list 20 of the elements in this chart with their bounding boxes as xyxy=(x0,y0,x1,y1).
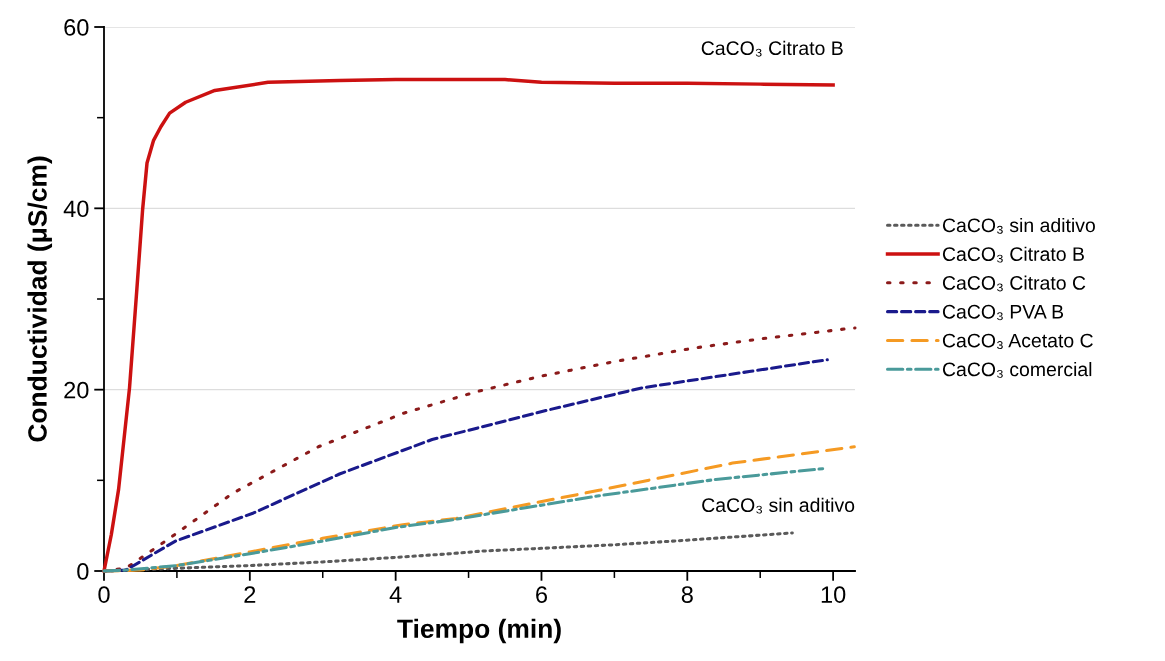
y-axis-title: Conductividad (μS/cm) xyxy=(27,156,53,442)
x-axis-title: Tiempo (min) xyxy=(397,618,561,644)
x-tick-label: 2 xyxy=(244,586,256,603)
x-tick-label: 10 xyxy=(821,586,846,603)
legend-label: CaCO₃ PVA B xyxy=(942,304,1064,321)
x-tick-label: 8 xyxy=(681,586,693,603)
legend-label: CaCO₃ sin aditivo xyxy=(942,217,1095,234)
legend-label: CaCO₃ Citrato B xyxy=(942,246,1084,263)
x-tick-label: 6 xyxy=(536,586,547,603)
y-tick-label: 20 xyxy=(64,381,89,399)
legend-label: CaCO₃ comercial xyxy=(942,361,1092,378)
y-tick-label: 40 xyxy=(63,200,89,218)
y-tick-label: 0 xyxy=(77,563,89,580)
legend-label: CaCO₃ Citrato C xyxy=(942,275,1086,292)
y-tick-label: 60 xyxy=(64,19,89,36)
legend-label: CaCO₃ Acetato C xyxy=(942,333,1093,350)
annotation: CaCO₃ Citrato B xyxy=(701,40,843,57)
x-tick-label: 0 xyxy=(98,586,110,603)
annotation: CaCO₃ sin aditivo xyxy=(702,497,855,514)
x-tick-label: 4 xyxy=(389,586,402,603)
